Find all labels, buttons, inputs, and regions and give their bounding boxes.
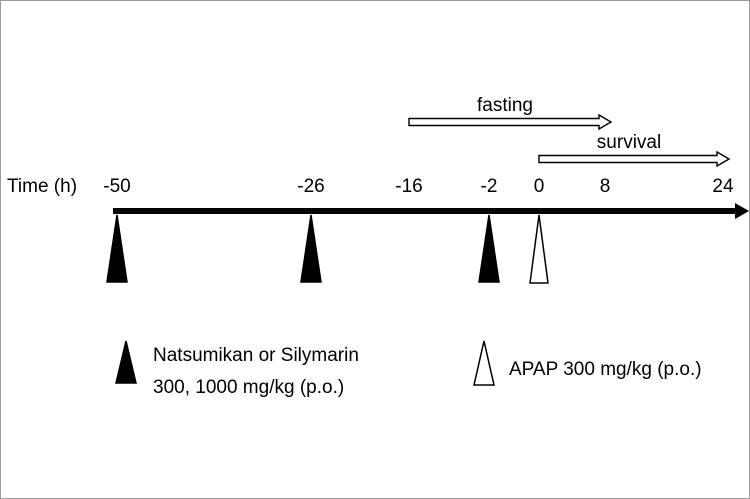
tick-label: -50 bbox=[103, 176, 130, 197]
survival-period-arrow: survival bbox=[538, 132, 731, 168]
pretreatment-dose-marker bbox=[478, 214, 500, 283]
tick-label: -16 bbox=[395, 176, 422, 197]
survival-arrow-shape bbox=[538, 150, 731, 168]
tick-label: 24 bbox=[712, 176, 734, 197]
legend: Natsumikan or Silymarin 300, 1000 mg/kg … bbox=[115, 340, 702, 398]
tick-label: -26 bbox=[297, 176, 324, 197]
apap-dose-marker bbox=[529, 214, 549, 284]
tick-label: -2 bbox=[481, 176, 498, 197]
fasting-period-arrow: fasting bbox=[408, 95, 613, 131]
time-axis bbox=[113, 203, 749, 219]
tick-label: 8 bbox=[600, 176, 611, 197]
legend-item-pretreatment: Natsumikan or Silymarin 300, 1000 mg/kg … bbox=[115, 340, 359, 398]
legend-pretreatment-line2: 300, 1000 mg/kg (p.o.) bbox=[153, 377, 344, 398]
time-axis-arrowhead bbox=[735, 203, 749, 219]
survival-label: survival bbox=[597, 132, 661, 153]
tick-label: 0 bbox=[534, 176, 545, 197]
open-triangle-icon bbox=[473, 340, 495, 386]
tick-labels: -50 -26 -16 -2 0 8 24 bbox=[103, 176, 734, 197]
dose-markers bbox=[106, 214, 549, 284]
pretreatment-dose-marker bbox=[106, 214, 128, 283]
time-axis-label: Time (h) bbox=[7, 176, 77, 197]
legend-apap-line1: APAP 300 mg/kg (p.o.) bbox=[509, 359, 702, 380]
pretreatment-dose-marker bbox=[300, 214, 322, 283]
legend-item-apap: APAP 300 mg/kg (p.o.) bbox=[473, 340, 702, 386]
fasting-arrow-shape bbox=[408, 113, 613, 131]
fasting-label: fasting bbox=[477, 95, 533, 116]
legend-pretreatment-line1: Natsumikan or Silymarin bbox=[153, 345, 359, 366]
period-arrows: fasting survival bbox=[408, 95, 731, 168]
filled-triangle-icon bbox=[115, 340, 137, 384]
